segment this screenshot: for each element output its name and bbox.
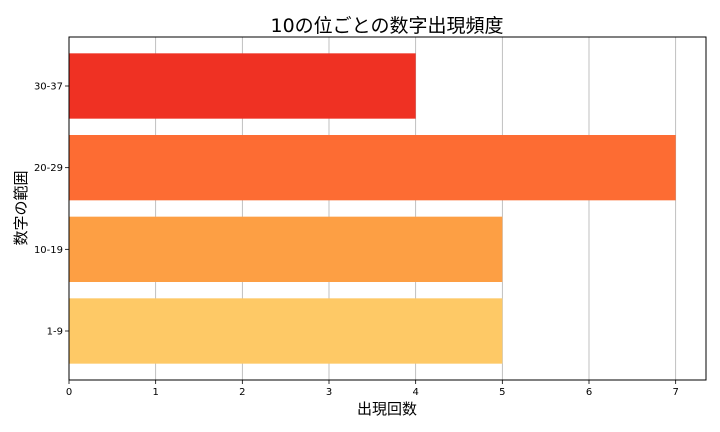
plot-frame (68, 36, 707, 381)
x-tick-label: 1 (152, 387, 158, 398)
x-ticks: 0 1 2 3 4 5 6 7 (66, 380, 679, 398)
x-tick-label: 0 (66, 387, 72, 398)
y-tick-label: 1-9 (47, 327, 63, 338)
bar-30-37 (69, 53, 416, 119)
x-tick-label: 7 (672, 387, 678, 398)
x-tick-label: 3 (326, 387, 332, 398)
x-axis-label: 出現回数 (357, 400, 417, 418)
x-tick-label: 5 (499, 387, 505, 398)
chart-title: 10の位ごとの数字出現頻度 (271, 15, 504, 37)
y-tick-label: 20-29 (34, 163, 63, 174)
x-tick-label: 4 (412, 387, 418, 398)
bars (69, 53, 676, 364)
x-tick-label: 2 (239, 387, 245, 398)
bar-1-9 (69, 298, 503, 364)
y-axis-label: 数字の範囲 (12, 170, 30, 245)
y-tick-label: 30-37 (34, 82, 63, 93)
y-ticks: 1-9 10-19 20-29 30-37 (34, 82, 69, 338)
bar-20-29 (69, 135, 676, 201)
y-tick-label: 10-19 (34, 245, 63, 256)
bar-10-19 (69, 216, 503, 282)
x-tick-label: 6 (586, 387, 592, 398)
